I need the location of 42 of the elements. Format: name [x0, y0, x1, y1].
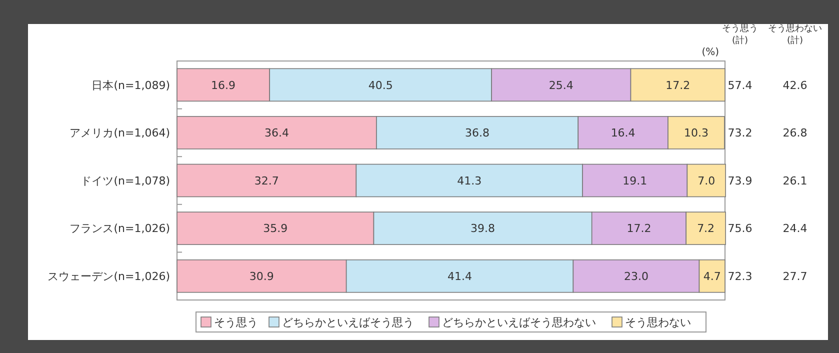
y-tick-label: スウェーデン(n=1,026) — [48, 270, 170, 283]
data-label: 16.4 — [610, 126, 636, 140]
text: 24.4 — [782, 222, 808, 236]
text: 42.6 — [782, 78, 808, 92]
data-label: 30.9 — [249, 270, 274, 283]
legend-label: そう思わない — [625, 316, 691, 329]
data-label: 41.4 — [448, 270, 472, 283]
text: 27.7 — [782, 270, 808, 283]
data-label: 17.2 — [666, 78, 690, 92]
legend-label: そう思う — [214, 316, 258, 329]
text: 26.1 — [782, 174, 808, 188]
data-label: 17.2 — [626, 222, 652, 236]
y-tick-label: 日本(n=1,089) — [92, 78, 170, 92]
legend-label: どちらかといえばそう思う — [282, 316, 414, 329]
data-label: 16.9 — [211, 78, 236, 92]
text: 57.4 — [728, 78, 752, 92]
data-label: 7.2 — [697, 222, 715, 236]
data-label: 41.3 — [457, 174, 482, 188]
text: 26.8 — [782, 126, 808, 140]
text: 72.3 — [728, 270, 752, 283]
data-label: 23.0 — [624, 270, 648, 283]
text: 73.9 — [728, 174, 752, 188]
text: そう思う (計) — [722, 23, 758, 46]
legend-label: どちらかといえばそう思わない — [442, 316, 596, 329]
data-label: 4.7 — [703, 270, 721, 283]
y-tick-label: ドイツ(n=1,078) — [80, 174, 170, 188]
data-label: 35.9 — [263, 222, 288, 236]
data-label: 32.7 — [254, 174, 279, 188]
data-label: 7.0 — [698, 174, 716, 188]
data-label: 25.4 — [548, 78, 574, 92]
data-label: 40.5 — [368, 78, 393, 92]
text: (%) — [702, 47, 720, 58]
text: 73.2 — [728, 126, 752, 140]
text: 75.6 — [728, 222, 752, 236]
data-label: 10.3 — [684, 126, 708, 140]
data-label: 19.1 — [622, 174, 648, 188]
data-label: 36.4 — [264, 126, 289, 140]
y-tick-label: フランス(n=1,026) — [70, 222, 170, 236]
data-label: 36.8 — [465, 126, 490, 140]
data-label: 39.8 — [470, 222, 496, 236]
text: そう思わない (計) — [768, 23, 822, 46]
y-tick-label: アメリカ(n=1,064) — [70, 126, 170, 140]
